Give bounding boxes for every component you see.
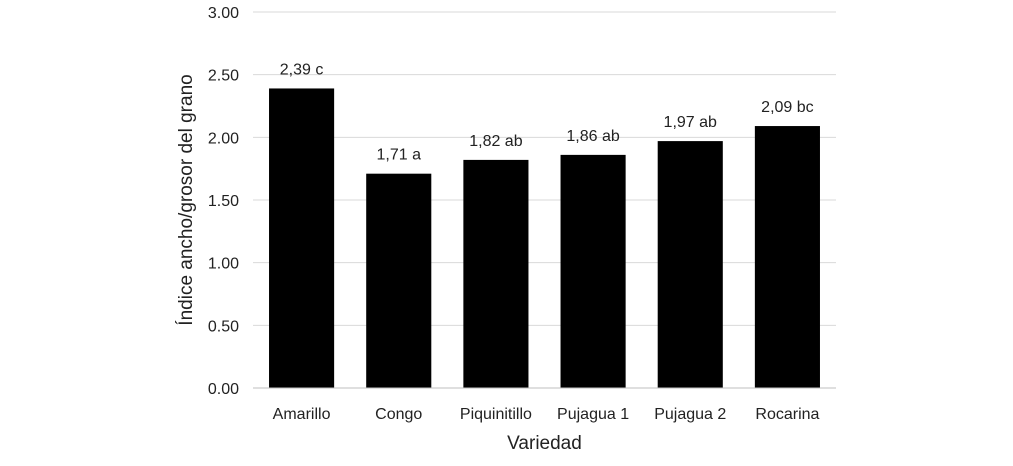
y-tick-label: 0.50 <box>208 318 239 335</box>
bar-pujagua-2 <box>657 141 723 388</box>
x-tick-label: Congo <box>375 406 422 423</box>
x-axis-title: Variedad <box>507 433 582 454</box>
data-label: 2,39 c <box>280 61 324 78</box>
bar-pujagua-1 <box>560 154 626 388</box>
bar-piquinitillo <box>463 159 529 388</box>
data-label: 1,82 ab <box>469 133 522 150</box>
y-tick-label: 2.50 <box>208 68 239 85</box>
grid-lines <box>253 11 836 326</box>
y-tick-label: 1.00 <box>208 256 239 273</box>
y-tick-label: 0.00 <box>208 381 239 398</box>
data-label: 1,86 ab <box>566 128 619 145</box>
data-label: 1,71 a <box>377 147 422 164</box>
x-tick-label: Piquinitillo <box>460 406 532 423</box>
bar-rocarina <box>754 126 820 388</box>
y-tick-label: 3.00 <box>208 5 239 22</box>
data-label: 1,97 ab <box>664 114 717 131</box>
bar-congo <box>366 173 432 388</box>
y-axis-title: Índice ancho/grosor del grano <box>176 74 197 325</box>
x-tick-label: Pujagua 2 <box>654 406 726 423</box>
y-tick-label: 2.00 <box>208 130 239 147</box>
data-labels: 2,39 c 1,71 a 1,82 ab 1,86 ab 1,97 ab 2,09 bc <box>280 61 814 163</box>
bars <box>269 88 820 388</box>
x-tick-label: Pujagua 1 <box>557 406 629 423</box>
x-tick-label: Rocarina <box>755 406 819 423</box>
y-axis-ticks: 0.00 0.50 1.00 1.50 2.00 2.50 3.00 <box>208 5 239 398</box>
y-tick-label: 1.50 <box>208 193 239 210</box>
x-tick-label: Amarillo <box>273 406 331 423</box>
data-label: 2,09 bc <box>761 99 813 116</box>
x-axis-ticks: Amarillo Congo Piquinitillo Pujagua 1 Pujagu… <box>273 406 820 423</box>
bar-amarillo <box>269 88 335 388</box>
